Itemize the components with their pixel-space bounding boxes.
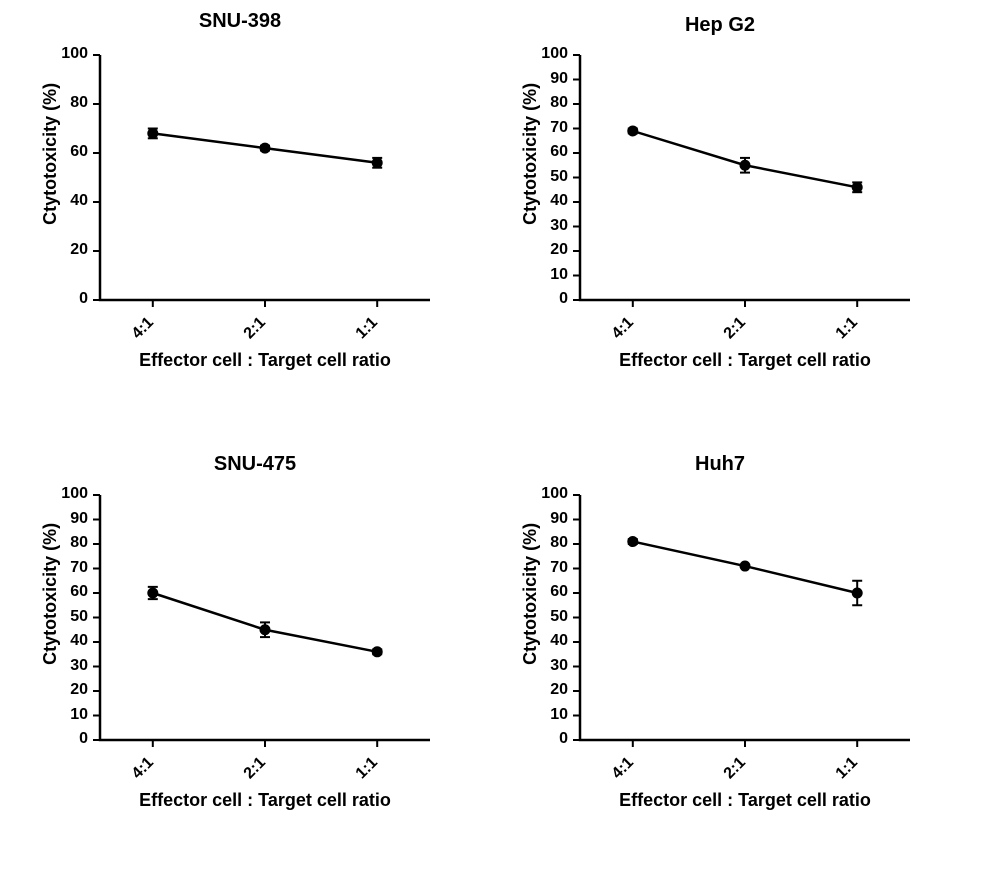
y-tick-label: 10 bbox=[530, 266, 568, 284]
panel-title: Huh7 bbox=[640, 453, 800, 476]
panel-title: Hep G2 bbox=[640, 14, 800, 37]
x-tick-label: 2:1 bbox=[721, 754, 750, 783]
y-axis-label: Ctytotoxicity (%) bbox=[40, 489, 61, 697]
y-tick-label: 0 bbox=[530, 730, 568, 748]
x-tick-label: 1:1 bbox=[353, 754, 382, 783]
chart-plot bbox=[90, 45, 440, 310]
axis bbox=[100, 495, 430, 740]
data-marker bbox=[148, 588, 158, 598]
data-marker bbox=[372, 647, 382, 657]
y-tick-label: 10 bbox=[530, 706, 568, 724]
panel-title: SNU-475 bbox=[175, 453, 335, 476]
data-marker bbox=[148, 128, 158, 138]
data-marker bbox=[628, 537, 638, 547]
data-marker bbox=[260, 625, 270, 635]
chart-plot bbox=[570, 485, 920, 750]
x-axis-label: Effector cell : Target cell ratio bbox=[595, 350, 895, 371]
y-tick-label: 0 bbox=[50, 730, 88, 748]
data-marker bbox=[628, 126, 638, 136]
x-tick-label: 2:1 bbox=[721, 314, 750, 343]
x-tick-label: 4:1 bbox=[128, 754, 157, 783]
chart-plot bbox=[570, 45, 920, 310]
x-tick-label: 4:1 bbox=[128, 314, 157, 343]
data-marker bbox=[740, 160, 750, 170]
y-tick-label: 0 bbox=[50, 290, 88, 308]
x-tick-label: 1:1 bbox=[353, 314, 382, 343]
chart-plot bbox=[90, 485, 440, 750]
data-marker bbox=[852, 588, 862, 598]
x-axis-label: Effector cell : Target cell ratio bbox=[115, 790, 415, 811]
x-axis-label: Effector cell : Target cell ratio bbox=[115, 350, 415, 371]
figure: SNU-3980204060801004:12:11:1Ctytotoxicit… bbox=[0, 0, 1003, 886]
axis bbox=[100, 55, 430, 300]
y-axis-label: Ctytotoxicity (%) bbox=[520, 49, 541, 257]
data-marker bbox=[260, 143, 270, 153]
x-tick-label: 4:1 bbox=[608, 314, 637, 343]
x-tick-label: 2:1 bbox=[241, 314, 270, 343]
panel-title: SNU-398 bbox=[160, 10, 320, 33]
x-axis-label: Effector cell : Target cell ratio bbox=[595, 790, 895, 811]
axis bbox=[580, 55, 910, 300]
data-marker bbox=[852, 182, 862, 192]
x-tick-label: 1:1 bbox=[833, 754, 862, 783]
axis bbox=[580, 495, 910, 740]
x-tick-label: 4:1 bbox=[608, 754, 637, 783]
x-tick-label: 1:1 bbox=[833, 314, 862, 343]
y-tick-label: 0 bbox=[530, 290, 568, 308]
y-axis-label: Ctytotoxicity (%) bbox=[40, 49, 61, 257]
x-tick-label: 2:1 bbox=[241, 754, 270, 783]
data-marker bbox=[372, 158, 382, 168]
y-axis-label: Ctytotoxicity (%) bbox=[520, 489, 541, 697]
y-tick-label: 10 bbox=[50, 706, 88, 724]
data-marker bbox=[740, 561, 750, 571]
